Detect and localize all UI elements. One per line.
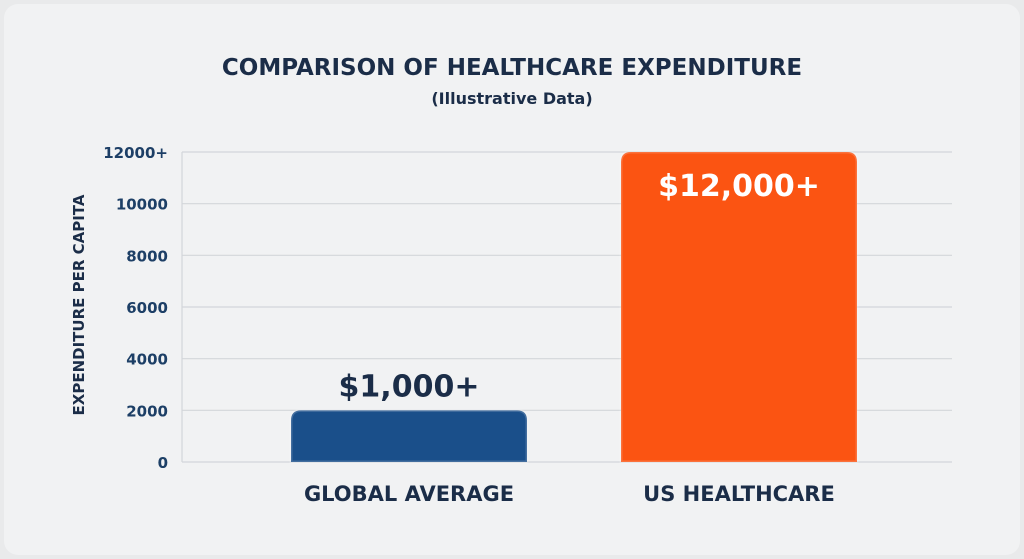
bar-global-average bbox=[291, 410, 527, 462]
data-label: $1,000+ bbox=[339, 369, 480, 404]
x-category-label: US HEALTHCARE bbox=[643, 482, 835, 506]
y-tick-label: 4000 bbox=[126, 351, 168, 369]
y-axis-label: EXPENDITURE PER CAPITA bbox=[70, 194, 88, 415]
data-label: $12,000+ bbox=[658, 169, 820, 204]
chart-subtitle: (Illustrative Data) bbox=[431, 89, 592, 108]
y-tick-label: 12000+ bbox=[103, 144, 168, 162]
bar-highlight bbox=[619, 150, 859, 464]
y-tick-label: 2000 bbox=[126, 402, 168, 420]
y-tick-label: 8000 bbox=[126, 247, 168, 265]
chart-title: COMPARISON OF HEALTHCARE EXPENDITURE bbox=[222, 55, 802, 81]
bar-highlight bbox=[289, 408, 529, 464]
x-category-label: GLOBAL AVERAGE bbox=[304, 482, 514, 506]
bar-us-healthcare bbox=[621, 152, 857, 462]
y-tick-label: 10000 bbox=[116, 196, 168, 214]
y-tick-label: 6000 bbox=[126, 299, 168, 317]
y-tick-label: 0 bbox=[158, 454, 168, 472]
